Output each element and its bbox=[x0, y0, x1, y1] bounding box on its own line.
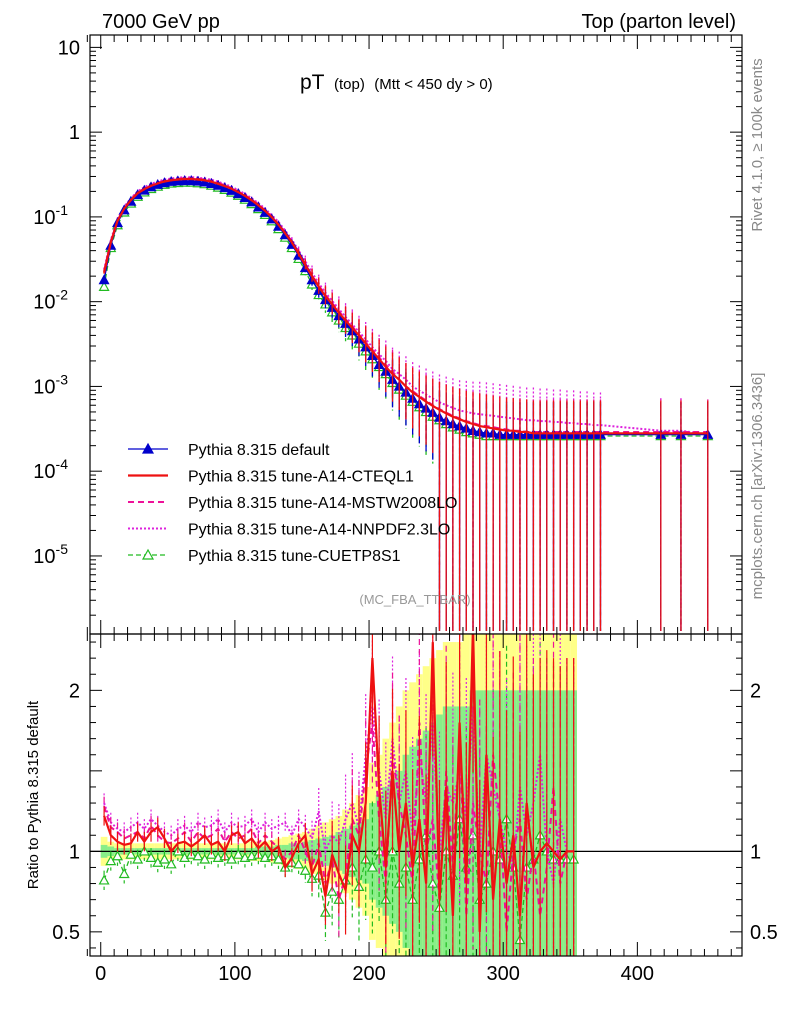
ratio-data-point bbox=[118, 868, 130, 879]
ratio-y-tick-label-right: 2 bbox=[750, 680, 761, 702]
ratio-data-point bbox=[199, 853, 211, 864]
main-y-tick-labels: 10-5 10-4 10-3 10-2 10-1 1 10 bbox=[33, 37, 80, 568]
ratio-frame bbox=[89, 633, 743, 957]
legend-label: Pythia 8.315 default bbox=[188, 442, 330, 459]
legend-label: Pythia 8.315 tune-A14-MSTW2008LO bbox=[188, 495, 457, 512]
legend-label: Pythia 8.315 tune-A14-NNPDF2.3LO bbox=[188, 522, 450, 539]
header-left: 7000 GeV pp bbox=[102, 11, 220, 33]
y-tick-label: 10 bbox=[58, 37, 80, 59]
y-tick-label: 10-1 bbox=[33, 202, 68, 229]
ratio-panel: 0.5 0.5 1 1 2 2 0 100 200 300 400 Ratio to Pythia… bbox=[25, 633, 778, 985]
ratio-axis-ticks bbox=[86, 634, 742, 956]
data-point bbox=[179, 175, 191, 186]
main-plot-area bbox=[98, 175, 714, 632]
ratio-y-tick-label-left: 2 bbox=[69, 680, 80, 702]
legend-item-cuetp8s1: Pythia 8.315 tune-CUETP8S1 bbox=[128, 548, 401, 565]
legend-item-a14_nnpdf: Pythia 8.315 tune-A14-NNPDF2.3LO bbox=[128, 522, 450, 539]
plot-title: pT (top) (Mtt < 450 dy > 0) bbox=[300, 71, 493, 94]
mcplots-label: mcplots.cern.ch [arXiv:1306.3436] bbox=[749, 373, 766, 600]
ratio-data-point bbox=[158, 853, 170, 864]
ratio-data-point bbox=[272, 853, 285, 864]
legend-item-a14_cteql1: Pythia 8.315 tune-A14-CTEQL1 bbox=[128, 469, 414, 486]
legend-label: Pythia 8.315 tune-CUETP8S1 bbox=[188, 548, 401, 565]
ratio-data-point bbox=[192, 850, 204, 861]
y-tick-label: 10-5 bbox=[33, 541, 68, 568]
y-tick-label: 10-4 bbox=[33, 456, 68, 483]
ratio-data-point bbox=[105, 855, 117, 866]
x-tick-label: 200 bbox=[352, 963, 385, 985]
header-right: Top (parton level) bbox=[581, 11, 736, 33]
analysis-label: (MC_FBA_TTBAR) bbox=[359, 592, 470, 607]
legend-label: Pythia 8.315 tune-A14-CTEQL1 bbox=[188, 469, 414, 486]
series-a14_cteql1 bbox=[103, 177, 709, 632]
legend-item-default: Pythia 8.315 default bbox=[128, 442, 330, 459]
ratio-line-a14_mstw bbox=[103, 722, 574, 932]
ratio-y-tick-label-right: 1 bbox=[750, 841, 761, 863]
ratio-data-point bbox=[366, 861, 378, 872]
x-tick-label: 300 bbox=[487, 963, 520, 985]
data-point bbox=[98, 281, 110, 291]
ratio-data-point bbox=[226, 853, 238, 864]
data-point bbox=[192, 175, 204, 186]
ratio-data-point bbox=[165, 858, 177, 869]
ratio-data-point bbox=[132, 853, 144, 864]
ratio-data-point bbox=[232, 848, 244, 859]
ratio-data-point bbox=[98, 874, 110, 885]
ratio-series-a14_cteql1 bbox=[103, 634, 575, 956]
data-point bbox=[98, 274, 110, 285]
ratio-plot-area bbox=[90, 634, 742, 956]
ratio-y-tick-label-left: 0.5 bbox=[52, 922, 80, 944]
x-tick-label: 100 bbox=[218, 963, 251, 985]
ratio-data-point bbox=[299, 864, 311, 875]
y-tick-label: 10-3 bbox=[33, 371, 68, 398]
ratio-y-tick-label-right: 0.5 bbox=[750, 922, 778, 944]
x-tick-label: 400 bbox=[621, 963, 654, 985]
legend: Pythia 8.315 default Pythia 8.315 tune-A1… bbox=[128, 442, 457, 565]
ratio-data-point bbox=[125, 848, 137, 859]
main-panel: 10-5 10-4 10-3 10-2 10-1 1 10 pT (top) (Mtt < … bbox=[33, 34, 743, 635]
ratio-data-point bbox=[111, 850, 124, 861]
y-tick-label: 1 bbox=[69, 122, 80, 144]
ratio-y-tick-labels: 0.5 0.5 1 1 2 2 bbox=[52, 680, 778, 944]
ratio-line-a14_cteql1 bbox=[103, 634, 574, 932]
data-point bbox=[185, 175, 197, 186]
ratio-y-axis-label: Ratio to Pythia 8.315 default bbox=[25, 700, 42, 889]
y-tick-label: 10-2 bbox=[33, 287, 68, 314]
rivet-version-label: Rivet 4.1.0, ≥ 100k events bbox=[749, 58, 766, 231]
x-tick-label: 0 bbox=[95, 963, 106, 985]
x-tick-labels: 0 100 200 300 400 bbox=[95, 963, 654, 985]
legend-item-a14_mstw: Pythia 8.315 tune-A14-MSTW2008LO bbox=[128, 495, 457, 512]
main-axis-ticks bbox=[86, 35, 742, 634]
ratio-data-point bbox=[145, 852, 157, 862]
legend-marker bbox=[141, 548, 155, 560]
series-line-a14_cteql1 bbox=[103, 177, 708, 435]
ratio-data-point bbox=[293, 858, 305, 869]
ratio-y-tick-label-left: 1 bbox=[69, 841, 80, 863]
legend-marker bbox=[141, 442, 155, 454]
